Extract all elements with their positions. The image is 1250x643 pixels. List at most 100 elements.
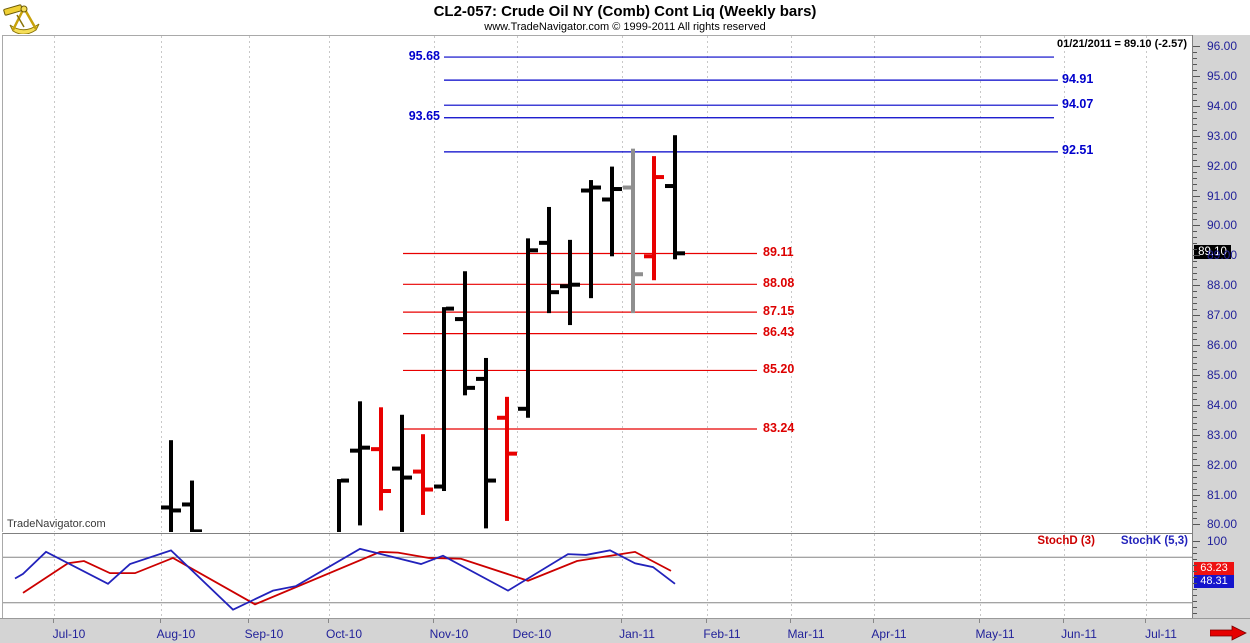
open-tick xyxy=(476,376,484,381)
price-axis-tick xyxy=(1193,398,1197,400)
time-axis-tick xyxy=(706,619,707,623)
stoch-axis-tick xyxy=(1193,607,1197,608)
open-tick xyxy=(371,447,379,452)
price-axis-tick xyxy=(1193,273,1197,275)
time-axis-label: Oct-10 xyxy=(325,627,362,641)
close-tick xyxy=(488,478,496,483)
price-axis-tick xyxy=(1193,327,1197,329)
price-axis[interactable]: 100 89.10 63.23 48.31 96.00 95.00 94.00 93.… xyxy=(1192,35,1250,618)
stochastic-chart-canvas[interactable]: StochD (3) StochK (5,3) xyxy=(2,533,1193,619)
price-axis-tick xyxy=(1193,339,1197,341)
close-tick xyxy=(425,487,433,492)
price-axis-tick xyxy=(1193,123,1197,125)
scroll-right-arrow-button[interactable] xyxy=(1209,625,1248,643)
price-level-label: 85.20 xyxy=(763,361,795,376)
price-axis-tick xyxy=(1193,506,1197,508)
close-tick xyxy=(404,475,412,480)
price-axis-tick xyxy=(1193,333,1197,335)
open-tick xyxy=(434,484,442,489)
time-axis-tick xyxy=(516,619,517,623)
price-axis-label: 81.00 xyxy=(1207,487,1238,502)
price-level-label: 83.24 xyxy=(763,420,795,435)
price-axis-tick xyxy=(1193,303,1197,305)
time-axis-tick xyxy=(873,619,874,623)
open-tick xyxy=(644,254,652,259)
stoch-axis-tick xyxy=(1193,571,1197,572)
price-axis-tick xyxy=(1193,153,1197,155)
price-axis-tick xyxy=(1193,171,1197,173)
price-axis-tick xyxy=(1193,410,1197,412)
close-tick xyxy=(572,282,580,287)
price-axis-label: 80.00 xyxy=(1207,517,1238,532)
price-axis-tick xyxy=(1193,309,1197,311)
close-tick xyxy=(383,489,391,494)
time-axis[interactable]: Jul-10 Aug-10 Sep-10 Oct-10 Nov-10 Dec-10 Jan-… xyxy=(0,618,1250,643)
open-tick xyxy=(665,184,673,189)
price-axis-tick xyxy=(1193,189,1197,191)
price-axis-label: 92.00 xyxy=(1207,158,1238,173)
price-axis-label: 82.00 xyxy=(1207,457,1238,472)
open-tick xyxy=(560,284,568,289)
price-axis-label: 95.00 xyxy=(1207,68,1238,83)
close-tick xyxy=(614,187,622,192)
price-axis-label: 85.00 xyxy=(1207,367,1238,382)
close-tick xyxy=(362,445,370,450)
price-axis-tick xyxy=(1193,201,1197,203)
ohlc-bar xyxy=(392,414,412,532)
price-axis-tick xyxy=(1193,428,1197,430)
open-tick xyxy=(581,188,589,193)
price-axis-tick xyxy=(1193,476,1197,478)
stochk-value-badge: 48.31 xyxy=(1194,575,1234,588)
price-axis-tick xyxy=(1193,219,1197,221)
price-chart-plot xyxy=(54,36,1147,532)
price-axis-label: 84.00 xyxy=(1207,397,1238,412)
price-axis-tick xyxy=(1193,345,1200,346)
ohlc-bar xyxy=(350,401,370,526)
price-axis-label: 94.00 xyxy=(1207,98,1238,113)
stoch-axis-tick xyxy=(1193,541,1200,542)
close-tick xyxy=(530,248,538,253)
close-tick xyxy=(173,508,181,513)
close-tick xyxy=(194,529,202,532)
open-tick xyxy=(392,466,400,471)
price-axis-tick xyxy=(1193,159,1197,161)
stochastic-plot xyxy=(3,534,1193,618)
price-axis-tick xyxy=(1193,482,1197,484)
price-axis-label: 91.00 xyxy=(1207,188,1238,203)
time-axis-label: Dec-10 xyxy=(512,627,552,641)
ohlc-bar xyxy=(602,166,622,257)
price-axis-tick xyxy=(1193,315,1200,317)
ohlc-bar xyxy=(623,148,643,314)
price-axis-label: 96.00 xyxy=(1207,39,1238,53)
price-axis-tick xyxy=(1193,69,1197,71)
time-axis-label: Nov-10 xyxy=(429,627,469,641)
close-tick xyxy=(509,451,517,456)
stoch-axis-tick xyxy=(1193,601,1197,602)
price-axis-tick xyxy=(1193,416,1197,418)
price-axis-tick xyxy=(1193,422,1197,424)
stoch-axis-tick xyxy=(1193,583,1197,584)
price-axis-tick xyxy=(1193,297,1197,299)
price-axis-tick xyxy=(1193,488,1197,490)
price-axis-label: 89.00 xyxy=(1207,248,1238,263)
time-axis-tick xyxy=(1063,619,1064,623)
ohlc-bar xyxy=(476,357,496,529)
price-axis-tick xyxy=(1193,374,1200,376)
price-axis-tick xyxy=(1193,446,1197,448)
time-axis-label: Apr-11 xyxy=(871,627,907,641)
price-axis-tick xyxy=(1193,249,1197,251)
price-axis-label: 88.00 xyxy=(1207,278,1238,293)
price-axis-tick xyxy=(1193,57,1197,59)
time-axis-tick xyxy=(1145,619,1146,623)
legend-stochd[interactable]: StochD (3) xyxy=(1037,535,1095,547)
chart-subtitle: www.TradeNavigator.com © 1999-2011 All r… xyxy=(484,21,766,33)
price-chart-canvas[interactable]: 01/21/2011 = 89.10 (-2.57) TradeNavigato… xyxy=(2,35,1193,532)
open-tick xyxy=(413,469,421,474)
price-axis-tick xyxy=(1193,87,1197,89)
price-axis-tick xyxy=(1193,380,1197,382)
time-axis-label: Jun-11 xyxy=(1061,627,1097,641)
legend-stochk[interactable]: StochK (5,3) xyxy=(1120,535,1188,547)
stoch-axis-tick xyxy=(1193,595,1197,596)
ohlc-bar xyxy=(560,239,580,326)
price-axis-label: 90.00 xyxy=(1207,218,1238,233)
